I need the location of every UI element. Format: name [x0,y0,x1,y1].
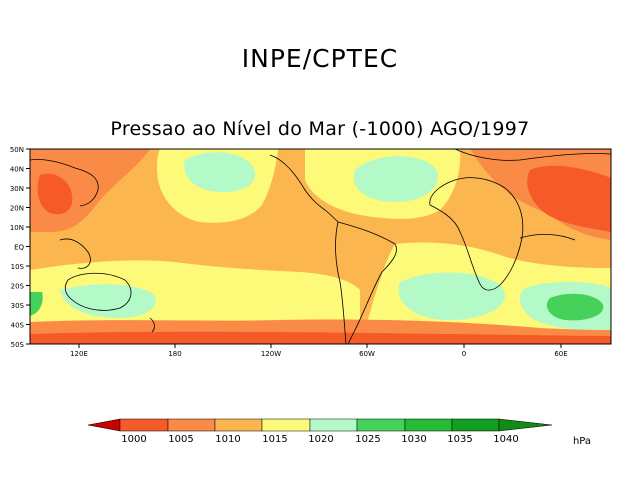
colorbar-label: 1005 [168,434,193,445]
colorbar-label: 1030 [401,434,426,445]
lat-label: 30S [11,302,25,310]
lat-label: 50S [11,341,25,349]
coast-south-america-east [337,221,397,344]
page-title: INPE/CPTEC [241,44,399,73]
lon-label: 0 [462,350,466,358]
lat-label: 20S [11,283,25,291]
colorbar-unit: hPa [573,436,591,447]
colorbar-segment [261,418,311,432]
coast-north-america [269,154,339,223]
lat-label: 30N [10,185,24,193]
lon-label: 60W [359,350,375,358]
colorbar-arrow-low [87,418,121,432]
lon-axis: 120E 180 120W 60W 0 60E [70,344,568,358]
field-1020-satl [398,272,505,321]
field-1000-south [30,331,611,344]
field-1020-npac [184,152,256,193]
colorbar: 1000 1005 1010 1015 1020 1025 1030 1035 … [87,418,591,447]
field-1020-natl [353,156,439,203]
coast-australia [64,272,132,311]
field-1000-asia [527,165,611,232]
coast-asia-east [30,159,99,207]
field-1025-west [30,292,43,316]
coast-africa [429,177,524,291]
coastlines [30,149,611,344]
coast-eurasia [454,149,611,161]
colorbar-label: 1000 [121,434,146,445]
lat-label: 40S [11,322,25,330]
colorbar-label: 1015 [262,434,287,445]
colorbar-label: 1035 [447,434,472,445]
lon-label: 120E [70,350,88,358]
colorbar-label: 1010 [215,434,240,445]
field-1020-aus [60,284,156,318]
colorbar-label: 1025 [355,434,380,445]
lat-label: 50N [10,146,24,154]
colorbar-segment [214,418,263,432]
colorbar-segment [356,418,406,432]
lat-label: 10N [10,224,24,232]
colorbar-arrow-high [498,418,553,432]
colorbar-segment [119,418,169,432]
lat-label: 10S [11,263,25,271]
coast-indonesia [59,238,91,269]
colorbar-segment [451,418,500,432]
field-1000-pacific [37,173,73,215]
lat-label: EQ [14,244,24,252]
coast-india [519,234,576,241]
lat-label: 20N [10,205,24,213]
map-subtitle: Pressao ao Nível do Mar (-1000) AGO/1997 [110,118,530,140]
lon-label: 60E [554,350,567,358]
lon-label: 180 [168,350,181,358]
colorbar-label: 1020 [308,434,333,445]
colorbar-label: 1040 [493,434,518,445]
lat-axis: 50N 40N 30N 20N 10N EQ 10S 20S 30S 40S 5… [10,146,30,349]
field-1025-indian [546,293,604,321]
lon-label: 120W [261,350,281,358]
coast-south-america-west [335,221,347,344]
colorbar-segment [404,418,453,432]
lat-label: 40N [10,166,24,174]
colorbar-segment [309,418,358,432]
map-field [30,149,611,344]
coast-nz [149,317,155,333]
colorbar-segment [167,418,216,432]
